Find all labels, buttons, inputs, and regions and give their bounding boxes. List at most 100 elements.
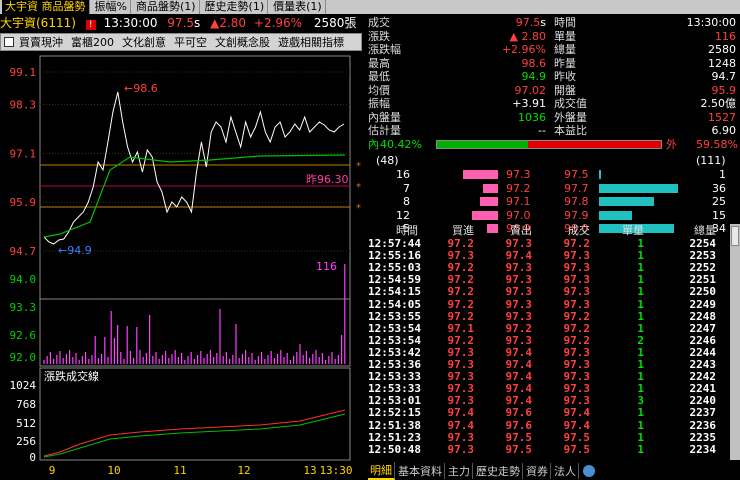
trade-cell: 1: [637, 345, 644, 359]
quote-value: 1527: [708, 110, 736, 124]
quote-label: 最低: [368, 70, 390, 83]
ask-price[interactable]: 98.0: [564, 222, 589, 235]
bottom-tab[interactable]: 基本資料: [396, 462, 445, 479]
trade-cell: 97.3: [447, 249, 475, 263]
table-row[interactable]: 12:52:15 97.4 97.6 97.4 1 2237: [366, 406, 728, 420]
table-row[interactable]: 12:53:55 97.2 97.3 97.2 1 2248: [366, 310, 728, 323]
down-volume-line: [43, 413, 346, 458]
table-row[interactable]: 12:53:01 97.3 97.4 97.3 3 2240: [366, 394, 728, 408]
trade-cell: 2253: [689, 249, 717, 263]
table-row[interactable]: 12:53:36 97.3 97.4 97.3 1 2243: [366, 358, 728, 371]
price-tick-label: 98.3: [10, 99, 37, 112]
quote-value: 13:30:00: [686, 16, 736, 29]
table-row[interactable]: 12:50:48 97.3 97.5 97.5 1 2234: [366, 442, 728, 456]
table-row[interactable]: 12:55:03 97.2 97.3 97.3 1 2252: [366, 261, 728, 275]
trade-cell: 97.5: [505, 430, 533, 444]
table-row[interactable]: 12:51:23 97.3 97.5 97.5 1 2235: [366, 430, 728, 444]
trade-cell: 97.3: [447, 394, 475, 408]
volume-peak-label: 116: [316, 260, 337, 273]
trade-cell: 97.3: [563, 394, 591, 408]
trade-cell: 1: [637, 237, 644, 250]
table-row[interactable]: 12:53:54 97.1 97.2 97.2 1 2247: [366, 321, 728, 335]
top-tab[interactable]: 振幅%: [91, 0, 131, 14]
trade-cell: 1: [637, 297, 644, 311]
trade-cell: 97.2: [447, 261, 475, 275]
bid-price[interactable]: 97.1: [506, 195, 531, 208]
table-row[interactable]: 12:57:44 97.2 97.3 97.2 1 2254: [366, 237, 728, 250]
toolbar-item[interactable]: 平可空: [174, 36, 207, 49]
trade-cell: 2241: [689, 382, 717, 396]
trade-cell: 97.4: [505, 382, 533, 396]
subchart-tick-label: 256: [16, 435, 36, 448]
trade-cell: 97.4: [505, 249, 533, 263]
trade-cell: 2246: [689, 333, 717, 347]
trade-cell: 2243: [689, 358, 717, 371]
toolbar-item[interactable]: 買賣現沖: [19, 36, 63, 49]
table-row[interactable]: 12:54:59 97.2 97.3 97.3 1 2251: [366, 273, 728, 287]
table-row[interactable]: 12:51:38 97.4 97.6 97.4 1 2236: [366, 419, 728, 432]
ask-price[interactable]: 97.9: [564, 208, 589, 222]
top-tab[interactable]: 價量表(1): [270, 0, 326, 14]
price-tick-label: 93.3: [10, 301, 37, 314]
ref-price-label: 昨96.30: [306, 173, 349, 186]
bottom-tab[interactable]: 資券: [524, 462, 551, 479]
table-row[interactable]: 12:53:33 97.3 97.4 97.3 1 2242: [366, 370, 728, 383]
toolbar-item[interactable]: 文創概念股: [215, 36, 270, 49]
ask-price[interactable]: 97.5: [564, 168, 589, 181]
bottom-tab[interactable]: 主力: [446, 462, 473, 479]
bid-price[interactable]: 97.2: [506, 181, 531, 195]
table-row[interactable]: 12:54:15 97.2 97.3 97.3 1 2250: [366, 285, 728, 298]
ask-price[interactable]: 97.7: [564, 181, 589, 195]
trade-cell: 97.4: [505, 358, 533, 371]
price-tick-label: 95.9: [10, 196, 37, 209]
ask-price[interactable]: 97.8: [564, 195, 589, 208]
bid-total: (48): [376, 154, 399, 167]
trade-cell: 97.3: [505, 237, 533, 250]
toolbar-item[interactable]: 文化創意: [122, 36, 166, 49]
stock-name[interactable]: 大宇資(6111): [0, 16, 76, 30]
trade-cell: 12:51:23: [368, 430, 421, 444]
toolbar-item[interactable]: 遊戲相關指標: [278, 36, 344, 49]
bottom-tab[interactable]: 明細: [368, 461, 395, 480]
scroll-thumb[interactable]: [731, 226, 739, 246]
top-tab[interactable]: 大宇資 商品盤勢: [2, 0, 90, 14]
table-row[interactable]: 12:55:16 97.3 97.4 97.3 1 2253: [366, 249, 728, 263]
bottom-tab[interactable]: 歷史走勢: [474, 462, 523, 479]
trade-cell: 97.3: [447, 382, 475, 396]
bid-qty-bar: [482, 183, 498, 193]
table-row[interactable]: 12:53:42 97.3 97.4 97.3 1 2244: [366, 345, 728, 359]
trade-cell: 1: [637, 442, 644, 456]
globe-icon[interactable]: [583, 464, 595, 477]
trade-cell: 97.2: [447, 297, 475, 311]
alert-icon[interactable]: !: [85, 20, 96, 30]
trade-cell: 97.1: [447, 321, 475, 335]
trade-cell: 97.2: [563, 237, 591, 250]
quote-value-text: 1036: [518, 110, 546, 124]
header-change-pct: +2.96%: [253, 16, 303, 30]
ask-qty-bar: [599, 170, 602, 179]
trade-scrollbar[interactable]: [730, 224, 740, 460]
subchart-title: 漲跌成交線: [44, 369, 99, 383]
top-tab[interactable]: 歷史走勢(1): [201, 0, 269, 14]
table-row[interactable]: 12:53:54 97.2 97.3 97.2 2 2246: [366, 333, 728, 347]
quote-value-text: --: [538, 124, 546, 137]
menu-toggle-icon[interactable]: [4, 37, 14, 47]
trade-cell: 97.2: [447, 333, 475, 347]
trade-col-header: 總量: [694, 224, 716, 237]
trade-col-header: 賣出: [510, 224, 532, 237]
bid-price[interactable]: 96.9: [506, 222, 531, 235]
trade-cell: 1: [637, 321, 644, 335]
trade-cell: 97.6: [505, 406, 533, 420]
bottom-tab[interactable]: 法人: [552, 462, 579, 479]
table-row[interactable]: 12:54:05 97.2 97.3 97.3 1 2249: [366, 297, 728, 311]
bid-price[interactable]: 97.0: [506, 208, 531, 222]
trade-cell: 97.2: [563, 321, 591, 335]
quote-panel: 成交 97.5s 漲跌 ▲ 2.80 漲跌幅 +2.96% 最高 98.6 最低 94.9 均價 97…: [366, 14, 740, 235]
bid-price[interactable]: 97.3: [506, 168, 531, 181]
top-tab[interactable]: 商品盤勢(1): [132, 0, 200, 14]
trade-cell: 2251: [689, 273, 717, 287]
table-row[interactable]: 12:53:33 97.3 97.4 97.3 1 2241: [366, 382, 728, 396]
toolbar-item[interactable]: 富櫃200: [71, 36, 114, 49]
trade-cell: 1: [637, 358, 644, 371]
bid-qty: 12: [396, 208, 410, 222]
